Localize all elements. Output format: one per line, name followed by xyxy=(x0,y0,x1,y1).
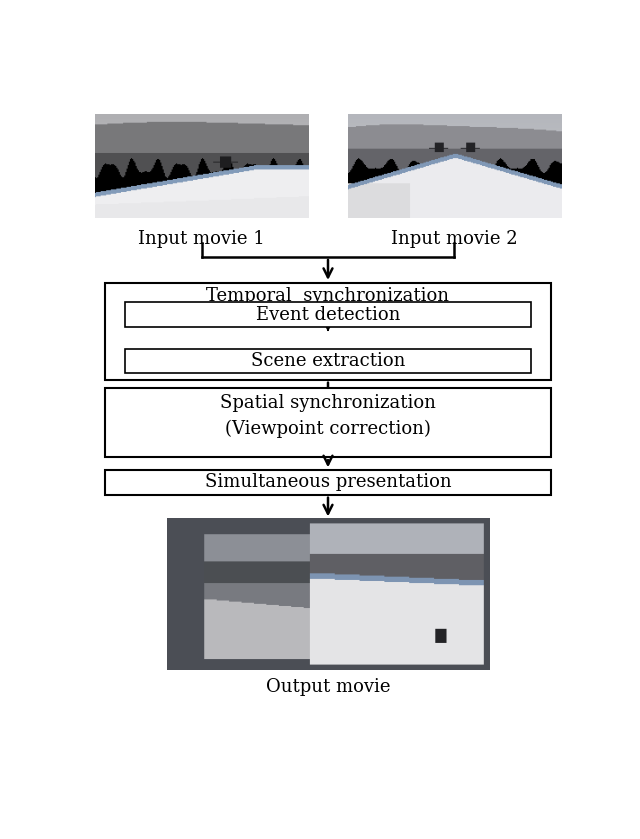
Text: Simultaneous presentation: Simultaneous presentation xyxy=(205,473,451,492)
Text: Temporal  synchronization: Temporal synchronization xyxy=(207,288,449,305)
Text: Scene extraction: Scene extraction xyxy=(251,352,405,370)
Bar xyxy=(125,349,531,373)
Text: Input movie 1: Input movie 1 xyxy=(138,230,265,248)
Text: Output movie: Output movie xyxy=(266,678,390,696)
Bar xyxy=(105,388,551,457)
Text: Spatial synchronization
(Viewpoint correction): Spatial synchronization (Viewpoint corre… xyxy=(220,394,436,438)
Bar xyxy=(105,283,551,380)
Bar xyxy=(125,302,531,327)
Text: Event detection: Event detection xyxy=(256,305,400,324)
Bar xyxy=(105,470,551,495)
Text: Input movie 2: Input movie 2 xyxy=(391,230,518,248)
